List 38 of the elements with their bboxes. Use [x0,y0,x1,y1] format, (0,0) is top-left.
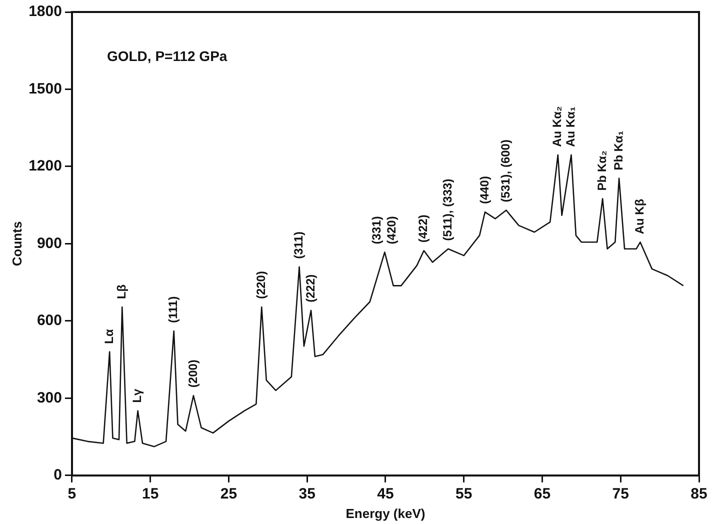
annotation: (420) [384,216,399,244]
annotation: (111) [166,296,180,323]
y-tick-label: 1500 [28,80,62,98]
annotation: (331) [370,216,384,244]
annotation: (200) [186,360,200,388]
x-tick-label: 5 [68,486,76,503]
x-axis-title: Energy (keV) [346,506,426,521]
annotation: (422) [416,214,430,243]
annotation: Lβ [114,284,128,300]
annotation: Au Kβ [632,198,647,234]
y-tick-label: 1200 [28,158,62,175]
annotation: (222) [303,274,318,302]
x-tick-label: 75 [612,486,629,503]
annotation: (511), (333) [440,178,454,241]
annotation: (220) [254,271,268,300]
text: GOLD, P=112 GPa [106,48,228,64]
y-tick-label: 0 [54,466,62,484]
annotation: Lγ [130,388,144,403]
y-axis-title: Counts [9,221,24,266]
x-tick-label: 85 [690,486,708,503]
annotation: Lα [102,328,116,344]
annotation: Au Kα₁ [564,106,578,147]
x-tick-label: 25 [220,486,238,503]
annotation: Au Kα₂ [550,106,564,147]
annotation: Pb Kα₂ [594,150,609,191]
annotation: Pb Kα₁ [611,130,626,170]
annotation: (531), (600) [498,140,512,202]
y-tick-label: 900 [36,234,62,252]
y-tick-label: 1800 [28,3,62,20]
x-tick-label: 45 [377,486,394,503]
x-tick-label: 35 [298,486,316,503]
x-tick-label: 55 [456,486,472,503]
x-tick-label: 15 [142,486,159,503]
annotation: (311) [292,232,306,259]
y-tick-label: 300 [36,389,62,406]
y-tick-label: 600 [36,312,62,330]
x-tick-label: 65 [534,486,551,503]
annotation: (440) [477,176,492,204]
